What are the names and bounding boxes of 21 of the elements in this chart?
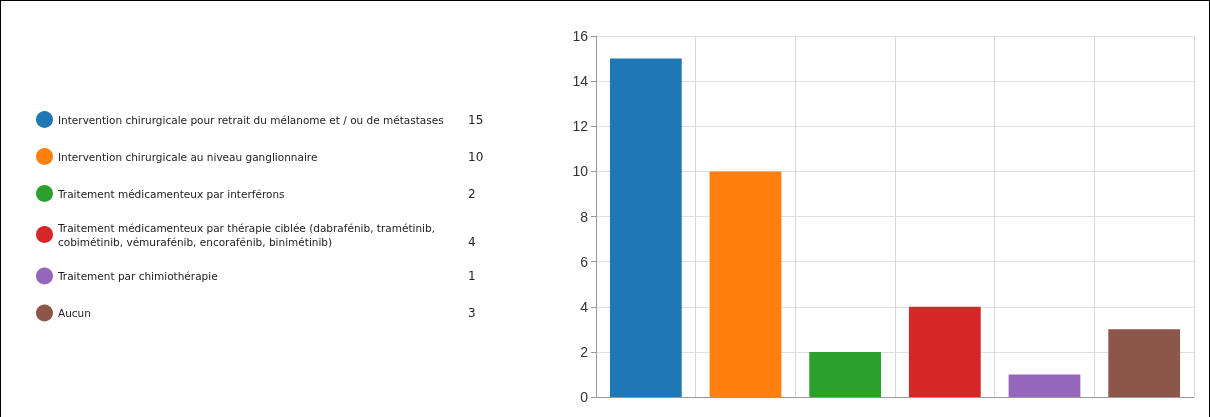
y-tick-label: 6 [580, 253, 589, 270]
legend-label: Traitement médicamenteux par thérapie ciblée (dabrafénib, tramétinib, cobimétinib, vémurafénib, encorafénib, binimétinib) [57, 221, 436, 248]
text: 3 [468, 306, 476, 320]
legend-label: Traitement médicamenteux par interférons [57, 187, 285, 200]
legend-label: Aucun [58, 307, 91, 319]
y-tick-label: 14 [572, 73, 589, 90]
legend-label: Traitement par chimiothérapie [57, 270, 218, 282]
y-tick-label: 4 [580, 298, 589, 315]
text: 10 [468, 149, 484, 164]
y-tick-label: 8 [580, 208, 589, 225]
y-tick-label: 16 [572, 28, 589, 44]
y-tick-label: 0 [580, 389, 589, 405]
text: 4 [468, 234, 476, 249]
text: 1 [468, 269, 476, 283]
y-tick-label: 10 [572, 163, 589, 180]
legend-label: Intervention chirurgicale pour retrait du mélanome et / ou de métastases [58, 113, 444, 126]
legend-label: Intervention chirurgicale au niveau ganglionnaire [58, 150, 318, 163]
text: 15 [468, 112, 484, 127]
text: 2 [468, 186, 476, 201]
y-tick-label: 12 [572, 118, 589, 135]
y-tick-label: 2 [580, 343, 589, 360]
